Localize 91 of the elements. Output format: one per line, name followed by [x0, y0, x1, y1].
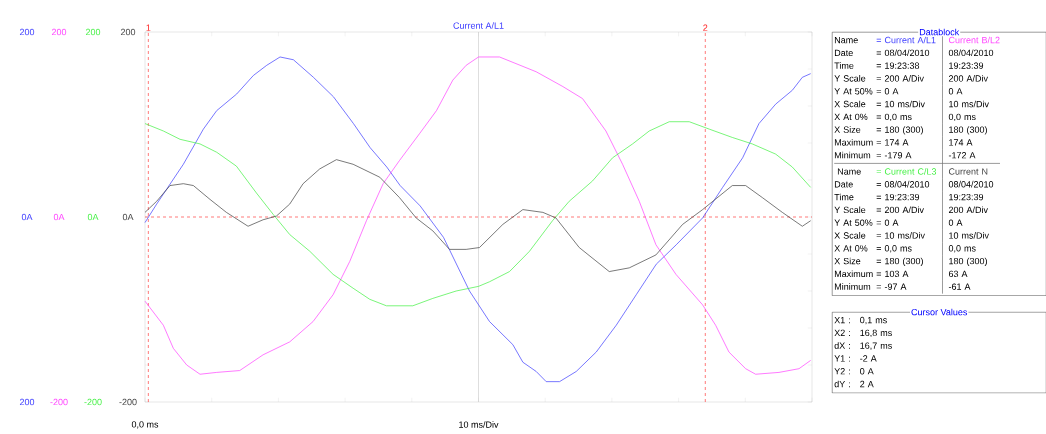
- text: 2 A: [860, 380, 874, 388]
- text: 0 A: [860, 368, 874, 375]
- text: 0,0 ms: [948, 113, 976, 122]
- text: = 0,0 ms: [876, 113, 912, 122]
- text: = -179 A: [876, 152, 912, 159]
- text: Y Scale: [834, 206, 866, 214]
- text: X Scale: [834, 100, 866, 108]
- text: 180 (300): [949, 257, 987, 267]
- text: Datablock: [919, 28, 960, 36]
- text: Y1 :: [834, 355, 850, 362]
- text: 174 A: [949, 139, 973, 146]
- y3-tick-label: 200: [51, 28, 67, 36]
- text: Y At 50%: [834, 88, 873, 95]
- text: = 08/04/2010: [876, 49, 930, 57]
- text: Time: [834, 193, 854, 201]
- text: Maximum: [834, 270, 873, 278]
- text: 10 ms/Div: [949, 232, 989, 239]
- text: 200 A/Div: [948, 206, 988, 214]
- text: = 103 A: [876, 270, 909, 278]
- text: 0 A: [948, 88, 963, 95]
- text: 200 A/Div: [948, 75, 988, 82]
- text: Date: [834, 49, 853, 57]
- text: Maximum: [834, 139, 873, 146]
- text: = 200 A/Div: [876, 206, 924, 214]
- line-series: [144, 159, 812, 272]
- text: Y2 :: [834, 368, 850, 375]
- text: 19:23:39: [949, 193, 984, 201]
- text: dX :: [834, 342, 850, 349]
- text: 0 A: [948, 219, 963, 226]
- text: = 200 A/Div: [876, 75, 924, 82]
- text: 0,1 ms: [860, 316, 887, 325]
- text: Current N: [948, 168, 988, 175]
- text: = 19:23:39: [876, 193, 920, 201]
- y3-tick-label: -200: [50, 398, 68, 406]
- text: 08/04/2010: [948, 180, 994, 188]
- text: Current B/L2: [948, 36, 1000, 44]
- y2-tick-label: 0A: [122, 213, 134, 221]
- text: = 0,0 ms: [876, 245, 912, 253]
- text: = 08/04/2010: [876, 180, 930, 188]
- text: X Scale: [834, 232, 866, 239]
- text: Minimum: [834, 151, 871, 159]
- text: Minimum: [834, 283, 871, 290]
- y2-tick-label: 200: [120, 28, 136, 36]
- text: Y At 50%: [834, 219, 873, 226]
- text: = 174 A: [876, 139, 909, 146]
- text: 16,7 ms: [860, 342, 892, 350]
- text: -61 A: [948, 283, 971, 290]
- text: = 10 ms/Div: [876, 100, 925, 108]
- text: = 10 ms/Div: [876, 232, 925, 239]
- text: 16,8 ms: [860, 329, 892, 338]
- annotation: 2: [703, 24, 708, 31]
- y3-tick-label: 0A: [53, 213, 65, 221]
- text: X2 :: [834, 329, 850, 336]
- text: -2 A: [860, 355, 877, 362]
- text: = Current A/L1: [876, 36, 936, 44]
- y-tick-label: 0A: [87, 213, 99, 221]
- text: = Current C/L3: [876, 168, 937, 175]
- text: 08/04/2010: [948, 49, 994, 57]
- text: 180 (300): [949, 126, 987, 135]
- text: = 180 (300): [876, 257, 923, 267]
- text: X Size: [834, 126, 861, 133]
- text: Name: [837, 168, 861, 175]
- y-tick-label: 200: [85, 28, 101, 36]
- text: X Size: [834, 257, 861, 265]
- text: = 0 A: [876, 219, 899, 226]
- text: = -97 A: [876, 283, 907, 290]
- line-series: [144, 121, 812, 307]
- text: X At 0%: [834, 113, 868, 121]
- text: 19:23:39: [949, 62, 984, 69]
- text: 0,0 ms: [948, 245, 976, 253]
- text: 63 A: [948, 270, 968, 278]
- text: 0A: [21, 213, 33, 221]
- text: 200: [19, 398, 35, 406]
- text: Time: [834, 62, 854, 69]
- text: 10 ms/Div: [949, 100, 989, 108]
- text: = 19:23:38: [876, 62, 920, 69]
- text: dY :: [834, 380, 850, 388]
- text: Date: [834, 181, 853, 188]
- text: Name: [834, 36, 858, 44]
- annotation: 1: [146, 24, 151, 31]
- text: -172 A: [948, 152, 976, 159]
- text: Y Scale: [834, 75, 866, 82]
- chart-title: Current A/L1: [453, 22, 504, 29]
- y2-tick-label: -200: [119, 398, 137, 406]
- text: = 180 (300): [876, 126, 923, 135]
- y-tick-label: -200: [84, 398, 102, 406]
- text: 200: [19, 28, 35, 36]
- text: Cursor Values: [911, 308, 968, 316]
- text: X At 0%: [834, 245, 868, 252]
- text: = 0 A: [876, 88, 899, 95]
- text: X1 :: [834, 316, 850, 324]
